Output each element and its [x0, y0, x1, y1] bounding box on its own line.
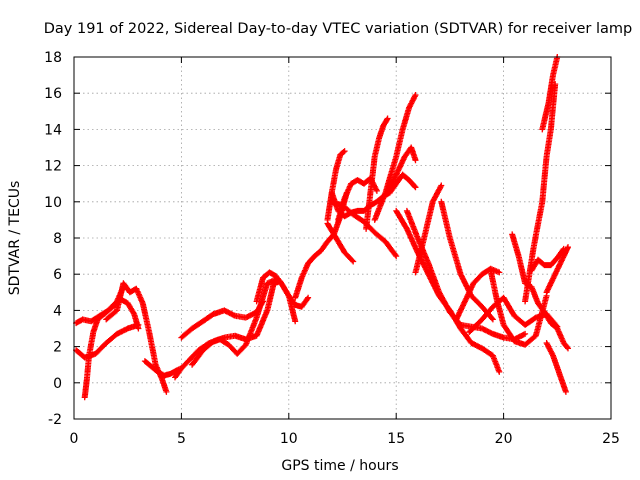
data-point-markers [543, 244, 571, 296]
data-point-markers [81, 296, 142, 401]
series-arc-g [178, 298, 266, 341]
y-tick-label: 18 [44, 50, 62, 66]
data-point-markers [178, 298, 266, 341]
data-point-markers [189, 278, 299, 368]
data-series [73, 54, 571, 401]
series-arc-aa [522, 81, 559, 305]
y-tick-label: 6 [53, 267, 62, 283]
x-tick-label: 20 [495, 431, 513, 447]
y-tick-label: 12 [44, 159, 62, 175]
x-axis-label: GPS time / hours [281, 458, 398, 474]
data-point-markers [403, 207, 529, 343]
data-point-markers [509, 231, 571, 352]
data-point-markers [141, 358, 185, 379]
y-tick-label: 8 [53, 231, 62, 247]
series-arc-e [141, 358, 185, 379]
series-arc-t [403, 207, 529, 343]
series-arc-o [371, 92, 419, 223]
data-point-markers [253, 269, 312, 310]
data-point-markers [453, 265, 503, 323]
data-point-markers [528, 245, 567, 274]
data-point-markers [438, 198, 496, 323]
series-arc-b [73, 321, 142, 361]
x-tick-label: 5 [177, 431, 186, 447]
x-tick-label: 10 [280, 431, 298, 447]
series-arc-c [81, 296, 142, 401]
data-point-markers [522, 81, 559, 305]
series-arc-h [189, 278, 299, 368]
series-arc-w [453, 265, 503, 323]
series-arc-n [363, 115, 391, 232]
data-point-markers [324, 220, 357, 265]
series-arc-r [324, 220, 357, 265]
series-arc-i [253, 269, 312, 310]
series-arc-ab [539, 54, 561, 133]
data-point-markers [543, 340, 569, 395]
data-point-markers [539, 54, 561, 133]
series-arc-v [438, 198, 496, 323]
series-arc-ac [543, 244, 571, 296]
x-tick-labels: 0 5 10 15 20 25 [70, 431, 620, 447]
y-axis-label: SDTVAR / TECUs [7, 181, 23, 296]
tick-marks [73, 56, 612, 420]
chart-title: Day 191 of 2022, Sidereal Day-to-day VTE… [44, 21, 633, 37]
y-tick-label: 4 [53, 303, 62, 319]
data-point-markers [363, 115, 391, 232]
y-tick-label: 14 [44, 122, 62, 138]
series-arc-z [509, 231, 571, 352]
data-point-markers [412, 182, 445, 276]
y-tick-label: -2 [48, 412, 62, 428]
series-arc-p [384, 144, 419, 196]
x-tick-label: 25 [602, 431, 620, 447]
x-tick-label: 0 [70, 431, 79, 447]
series-arc-q [328, 198, 400, 260]
data-point-markers [328, 198, 400, 260]
data-point-markers [371, 92, 419, 223]
y-tick-label: 0 [53, 376, 62, 392]
series-arc-ad [543, 340, 569, 395]
grid [74, 57, 611, 419]
x-tick-label: 15 [387, 431, 405, 447]
y-tick-labels: -2 0 2 4 6 8 10 12 14 16 18 [44, 50, 62, 428]
series-arc-u [412, 182, 445, 276]
data-point-markers [73, 321, 142, 361]
y-tick-label: 16 [44, 86, 62, 102]
series-arc-ae [528, 245, 567, 274]
y-tick-label: 10 [44, 195, 62, 211]
y-tick-label: 2 [53, 340, 62, 356]
data-point-markers [384, 144, 419, 196]
